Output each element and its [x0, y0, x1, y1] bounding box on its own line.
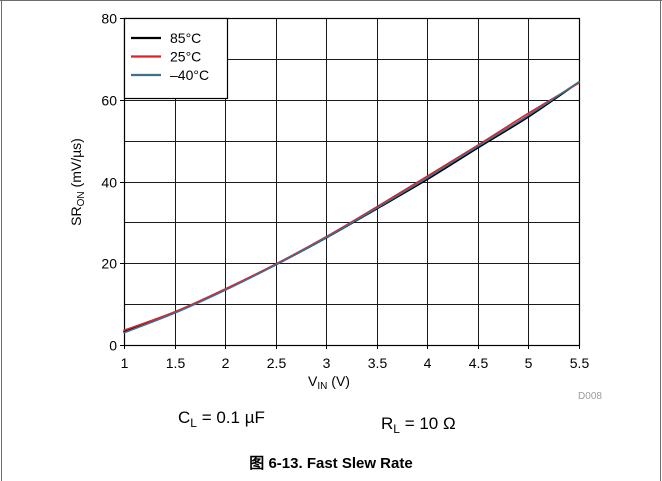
condition-symbol: R [381, 414, 394, 433]
y-axis-symbol: SR [68, 206, 84, 226]
condition-symbol: C [178, 408, 191, 427]
x-tick-label: 1 [121, 355, 129, 371]
x-tick-label: 3 [323, 355, 331, 371]
figure-caption: 图 6-13. Fast Slew Rate [249, 455, 413, 472]
legend-label: 25°C [170, 49, 201, 65]
x-tick-label: 2 [222, 355, 230, 371]
legend-label: 85°C [170, 30, 201, 46]
legend: 85°C 25°C –40°C [123, 17, 229, 100]
legend-box [123, 17, 229, 100]
x-tick-label: 2.5 [267, 355, 287, 371]
x-axis-unit: (V) [327, 373, 350, 389]
condition-subscript: L [393, 422, 400, 436]
y-axis-subscript: ON [76, 191, 87, 207]
x-tick-label: 1.5 [166, 355, 186, 371]
y-tick-label: 20 [101, 256, 117, 272]
condition-value: = 0.1 µF [196, 408, 265, 427]
x-axis-title: VIN (V) [308, 372, 350, 392]
y-tick-label: 80 [101, 11, 117, 27]
x-axis-subscript: IN [317, 381, 328, 392]
x-tick-label: 5 [525, 355, 533, 371]
condition-subscript: L [190, 416, 197, 430]
figure-code-label: D008 [578, 391, 602, 402]
x-tick-label: 5.5 [570, 355, 590, 371]
y-axis-unit: (mV/µs) [68, 138, 84, 192]
data-series [123, 80, 580, 334]
y-tick-labels: 0 20 40 60 80 [101, 11, 117, 354]
y-tick-label: 40 [101, 175, 117, 191]
load-resistance-condition: RL = 10 Ω [381, 414, 456, 436]
x-axis-symbol: V [308, 373, 318, 389]
plot-area-frame [123, 17, 581, 347]
load-capacitance-condition: CL = 0.1 µF [178, 408, 265, 430]
condition-value: = 10 Ω [399, 414, 456, 433]
series-line-2 [123, 80, 580, 334]
y-axis-title: SRON (mV/µs) [67, 138, 87, 226]
y-tick-label: 0 [109, 338, 117, 354]
x-tick-labels: 1 1.5 2 2.5 3 3.5 4 4.5 5 5.5 [121, 355, 590, 371]
series-line-0 [123, 81, 580, 333]
x-tick-label: 3.5 [368, 355, 388, 371]
y-tick-label: 60 [101, 93, 117, 109]
x-tick-label: 4.5 [469, 355, 489, 371]
x-tick-label: 4 [424, 355, 432, 371]
series-line-1 [123, 82, 580, 332]
legend-label: –40°C [170, 67, 209, 83]
